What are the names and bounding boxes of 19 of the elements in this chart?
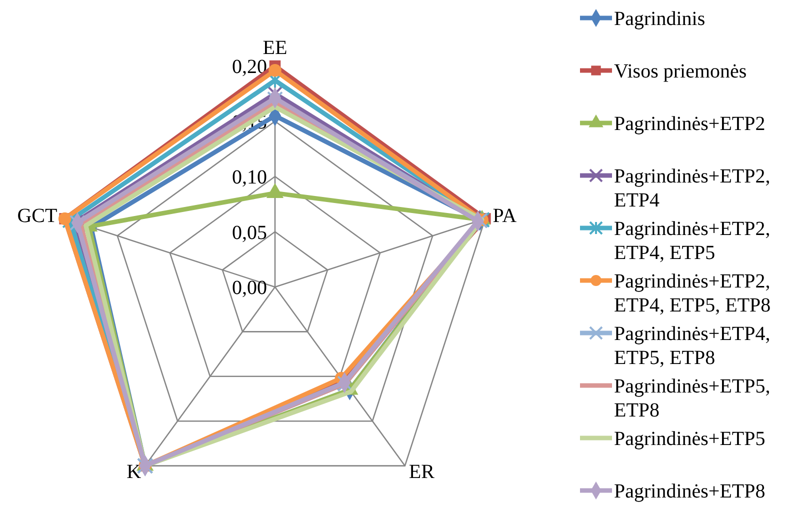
legend-label: Pagrindinės+ETP8 bbox=[614, 480, 766, 502]
spoke-label: PA bbox=[492, 205, 518, 227]
legend-label: Pagrindinės+ETP5, ETP8 bbox=[614, 376, 770, 422]
legend-label: Visos priemonės bbox=[614, 60, 747, 82]
legend-label: Pagrindinės+ETP2, ETP4, ETP5, ETP8 bbox=[614, 270, 771, 316]
y-tick-label: 0,00 bbox=[232, 277, 267, 299]
legend-label: Pagrindinės+ETP2, ETP4 bbox=[614, 166, 770, 212]
spoke-label: K bbox=[126, 460, 142, 483]
spoke-label: ER bbox=[408, 460, 436, 483]
legend-label: Pagrindinis bbox=[614, 8, 706, 30]
y-tick-label: 0,10 bbox=[232, 166, 267, 188]
legend-label: Pagrindinės+ETP5 bbox=[614, 428, 766, 450]
y-tick-label: 0,05 bbox=[232, 222, 267, 244]
legend-label: Pagrindinės+ETP4, ETP5, ETP8 bbox=[614, 323, 770, 369]
spoke-label: GCT bbox=[17, 205, 58, 227]
legend-label: Pagrindinės+ETP2, ETP4, ETP5 bbox=[614, 218, 770, 264]
y-tick-label: 0,20 bbox=[232, 56, 267, 78]
spoke-label: EE bbox=[262, 37, 288, 59]
legend-label: Pagrindinės+ETP2 bbox=[614, 113, 766, 135]
